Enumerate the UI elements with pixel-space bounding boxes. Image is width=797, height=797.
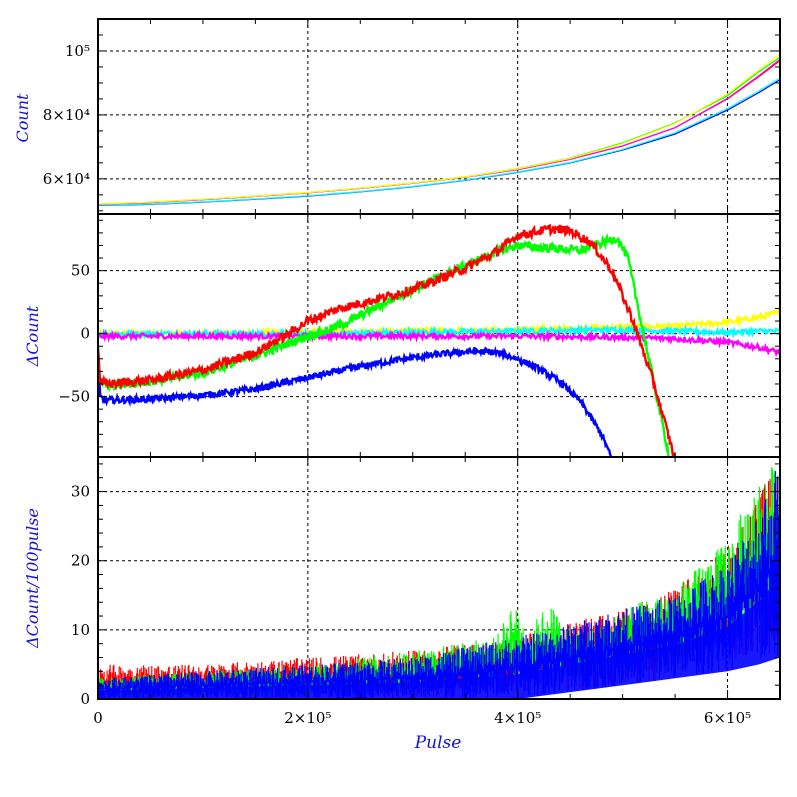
series-line [98, 56, 780, 205]
panel-frame [97, 456, 781, 700]
y-tick-label: 0 [80, 325, 90, 343]
plot-area [98, 53, 780, 206]
panel-rate: 0 10 20 30 0 2×10⁵ 4×10⁵ 6×10⁵ [71, 456, 781, 727]
y-tick-label: 10 [71, 621, 90, 639]
y-tick-label: 10⁵ [65, 42, 90, 60]
x-tick-label: 6×10⁵ [704, 709, 751, 727]
series-line [98, 77, 780, 206]
y-tick-label: 20 [71, 552, 90, 570]
series-line [98, 53, 780, 205]
y-axis-label-delta: ΔCount [23, 305, 42, 367]
y-axis-label-count: Count [13, 93, 32, 142]
series-line [98, 223, 677, 457]
x-tick-label: 0 [93, 709, 103, 727]
panel-delta: −50 0 50 [58, 213, 781, 458]
x-axis-label: Pulse [414, 733, 462, 753]
series-fill [98, 577, 780, 699]
y-tick-label: 50 [71, 262, 90, 280]
y-tick-label: 6×10⁴ [43, 170, 90, 188]
panel-frame [97, 18, 781, 215]
series-line [98, 79, 780, 206]
y-tick-label: 8×10⁴ [43, 106, 90, 124]
y-tick-label: 0 [80, 690, 90, 708]
plot-area [98, 223, 780, 457]
series-line [98, 329, 780, 358]
panel-count: 6×10⁴ 8×10⁴ 10⁵ [43, 18, 781, 215]
y-tick-label: −50 [58, 388, 90, 406]
y-axis-label-rate: ΔCount/100pulse [23, 508, 42, 649]
plot-area [98, 467, 780, 699]
x-tick-label: 4×10⁵ [494, 709, 541, 727]
series-line [98, 323, 780, 341]
y-tick-label: 30 [71, 483, 90, 501]
series-line [98, 346, 613, 457]
series-line [98, 232, 670, 457]
x-tick-label: 2×10⁵ [284, 709, 331, 727]
